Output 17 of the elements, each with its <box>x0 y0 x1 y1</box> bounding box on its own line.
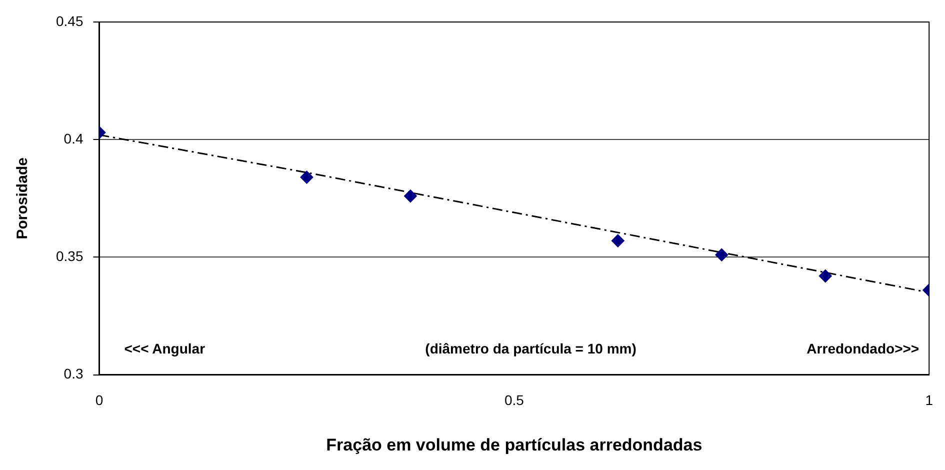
point <box>818 270 832 283</box>
y-tick-label: 0.35 <box>56 248 84 264</box>
point <box>611 234 624 248</box>
y-tick-label: 0.4 <box>64 130 84 146</box>
x-tick-label: 1 <box>925 392 934 408</box>
annotation: Arredondado>>> <box>806 340 920 357</box>
point <box>404 190 417 203</box>
annotation: <<< Angular <box>124 340 206 357</box>
annotation: (diâmetro da partícula = 10 mm) <box>425 340 636 357</box>
x-tick-label: 0.5 <box>504 392 524 408</box>
y-tick-label: 0.45 <box>56 12 84 29</box>
x-tick-label: 0 <box>95 392 104 408</box>
point <box>715 248 728 262</box>
y-axis-title: Porosidade <box>14 158 32 240</box>
point <box>300 170 314 184</box>
x-axis-title: Fração em volume de partículas arredondadas <box>326 435 702 454</box>
y-tick-label: 0.3 <box>64 366 84 382</box>
